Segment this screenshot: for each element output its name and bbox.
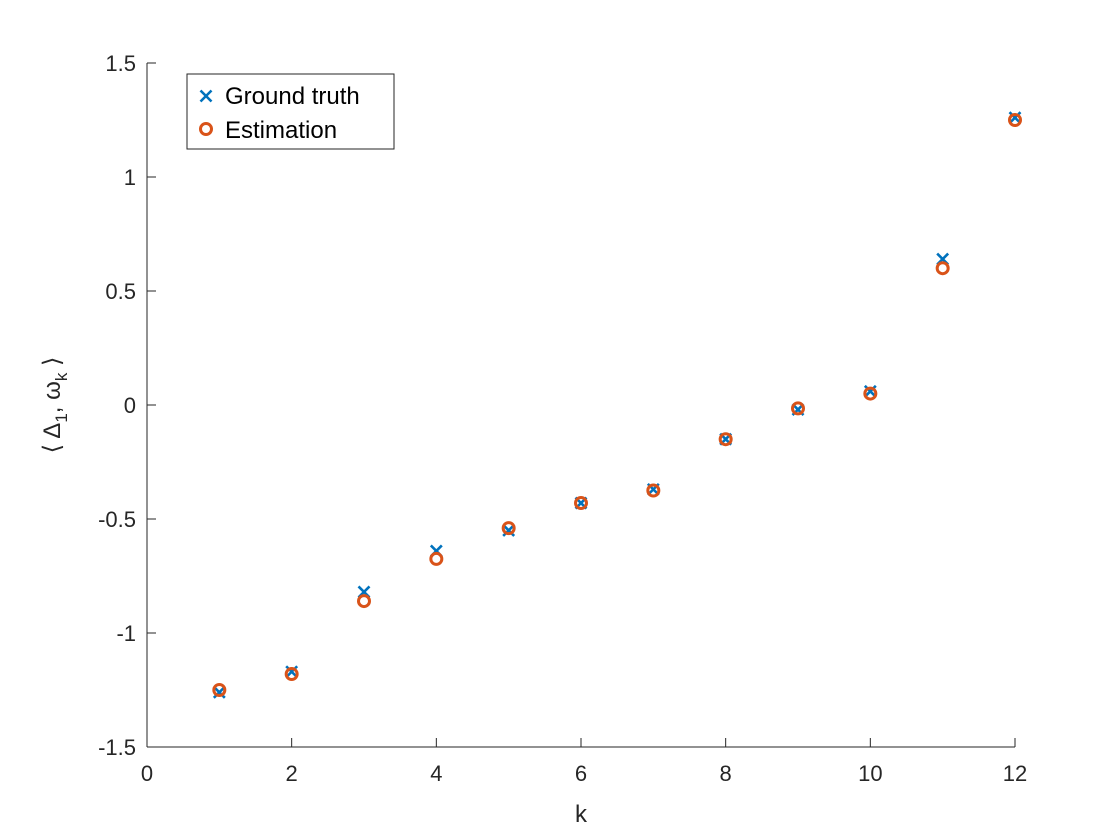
x-tick-label: 0 (141, 761, 153, 786)
y-label-sep: , (39, 407, 66, 414)
x-tick-label: 10 (858, 761, 882, 786)
x-tick-label: 8 (720, 761, 732, 786)
legend-marker-estimation (199, 122, 213, 136)
y-tick-label: -1.5 (98, 735, 136, 760)
estimation-point (574, 496, 588, 511)
x-axis-label: k (575, 801, 588, 828)
y-label-omega-sub: k (52, 372, 71, 381)
estimation-point (429, 551, 444, 566)
series-estimation (212, 113, 1022, 697)
estimation-point (501, 521, 516, 536)
estimation-point (212, 683, 227, 697)
data-marks (212, 111, 1022, 699)
y-tick-label: 0 (124, 393, 136, 418)
legend-marker-ground-truth (199, 89, 213, 103)
y-label-open: ⟨ (39, 444, 66, 453)
estimation-point (935, 261, 950, 276)
y-label-delta-sub: 1 (52, 413, 71, 422)
y-label-close: ⟩ (39, 357, 66, 366)
estimation-point (284, 667, 299, 682)
legend-o-glyph (199, 122, 213, 136)
y-axis-label: ⟨ Δ1, ωk ⟩ (39, 357, 71, 454)
x-tick-label: 12 (1003, 761, 1027, 786)
estimation-point (718, 432, 733, 447)
y-tick-label: 1.5 (105, 51, 136, 76)
y-tick-label: 1 (124, 165, 136, 190)
y-tick-label: 0.5 (105, 279, 136, 304)
axes (146, 63, 1015, 748)
estimation-point (791, 401, 805, 416)
estimation-point (357, 594, 371, 609)
x-tick-label: 6 (575, 761, 587, 786)
legend-label-estimation: Estimation (225, 117, 337, 144)
x-tick-label: 2 (286, 761, 298, 786)
estimation-point (863, 386, 878, 401)
series-ground-truth (212, 111, 1022, 699)
x-tick-label: 4 (430, 761, 442, 786)
y-tick-label: -0.5 (98, 507, 136, 532)
y-label-delta: Δ (39, 423, 66, 439)
legend-label-ground-truth: Ground truth (225, 83, 360, 110)
legend-box (186, 73, 395, 150)
legend: Ground truth Estimation (186, 73, 395, 150)
estimation-point (1008, 113, 1022, 127)
estimation-point (646, 483, 661, 498)
y-label-omega: ω (39, 381, 66, 400)
y-tick-label: -1 (116, 621, 136, 646)
legend-x-glyph (199, 89, 213, 103)
ticks: 0 2 4 6 8 10 12 -1.5 -1 -0.5 0 0.5 1 1.5 (98, 51, 1027, 786)
